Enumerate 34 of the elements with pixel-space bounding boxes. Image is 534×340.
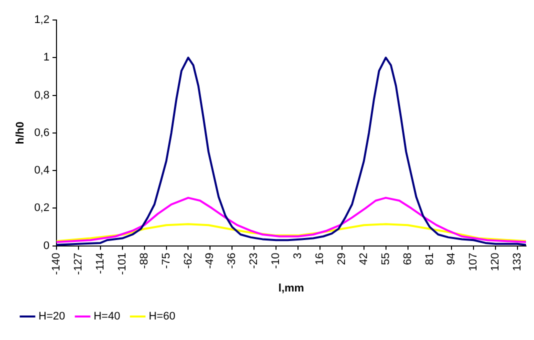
x-tick-label: -36 (226, 252, 238, 269)
x-tick-label: -62 (182, 252, 194, 269)
x-tick-label: 107 (468, 252, 480, 272)
y-tick-label: 0 (43, 240, 50, 252)
y-tick-label: 0,6 (34, 126, 50, 139)
y-tick-label: 0,4 (34, 164, 50, 177)
x-tick-label: 3 (292, 252, 304, 259)
x-tick-label: 55 (380, 252, 392, 266)
legend-label: H=40 (94, 310, 120, 323)
y-tick-label: 0,8 (34, 89, 50, 102)
x-tick-label: -140 (50, 252, 63, 275)
legend-label: H=20 (38, 310, 66, 323)
x-axis-title: l,mm (278, 282, 304, 294)
legend-label: H=60 (148, 310, 176, 323)
x-tick-label: -101 (116, 252, 128, 275)
y-tick-label: 0,2 (34, 202, 50, 214)
x-tick-label: -88 (138, 252, 150, 269)
x-tick-label: 120 (490, 252, 502, 272)
y-tick-label: 1 (43, 52, 50, 64)
x-tick-label: -49 (204, 252, 216, 269)
x-tick-label: 133 (512, 252, 524, 272)
x-tick-label: 94 (446, 252, 458, 266)
x-tick-label: 42 (358, 252, 370, 266)
y-axis-title: h/h0 (14, 122, 27, 144)
x-tick-label: -23 (248, 252, 260, 269)
x-tick-label: -75 (160, 252, 172, 269)
x-tick-label: 29 (336, 252, 348, 266)
x-tick-label: -10 (270, 252, 282, 269)
x-tick-label: -127 (72, 252, 84, 275)
x-tick-label: 81 (424, 252, 436, 266)
x-tick-label: -114 (94, 252, 106, 274)
x-tick-label: 68 (402, 252, 414, 266)
y-tick-label: 1,2 (34, 14, 50, 26)
x-tick-label: 16 (314, 252, 326, 266)
